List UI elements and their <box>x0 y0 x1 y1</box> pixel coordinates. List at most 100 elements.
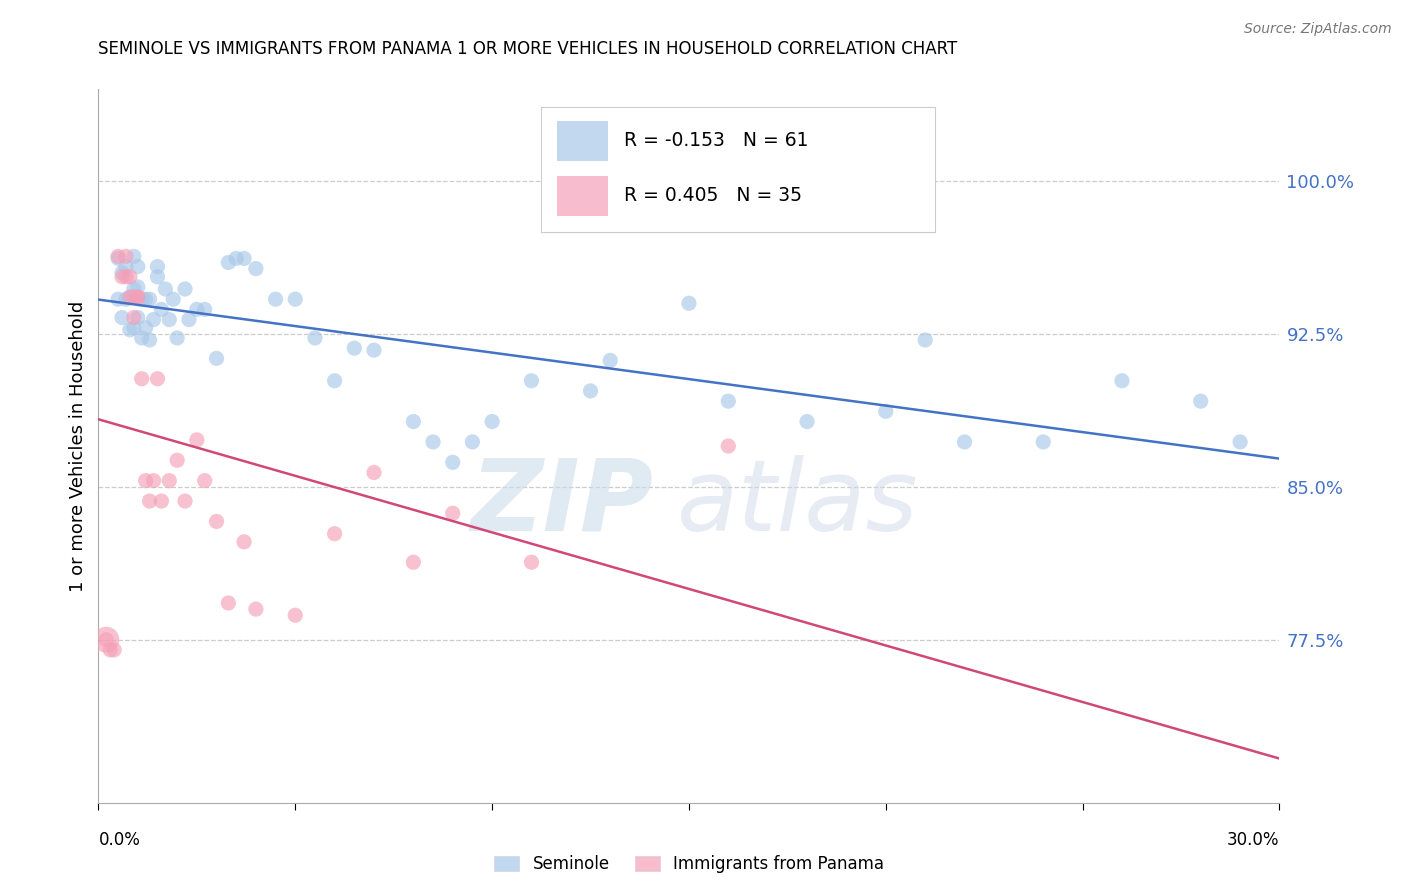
Point <box>194 474 217 488</box>
Point <box>111 310 134 325</box>
Point <box>177 312 200 326</box>
Point <box>146 269 169 284</box>
Point <box>135 474 157 488</box>
Point <box>107 252 129 266</box>
Point <box>343 341 366 355</box>
Point <box>127 260 149 274</box>
Point <box>127 290 149 304</box>
Point <box>422 434 444 449</box>
Point <box>155 282 177 296</box>
Point <box>174 494 197 508</box>
Point <box>363 466 385 480</box>
Point <box>96 632 118 647</box>
Point <box>150 494 173 508</box>
Point <box>122 290 145 304</box>
Point <box>461 434 484 449</box>
Point <box>138 292 160 306</box>
Point <box>1032 434 1054 449</box>
Point <box>233 534 256 549</box>
Point <box>115 260 138 274</box>
Point <box>122 310 145 325</box>
Point <box>98 643 121 657</box>
Point <box>225 252 247 266</box>
Point <box>157 312 180 326</box>
Point <box>111 269 134 284</box>
Point <box>402 555 425 569</box>
Point <box>122 320 145 334</box>
Point <box>131 331 153 345</box>
Point <box>717 439 740 453</box>
Point <box>166 453 188 467</box>
Point <box>111 266 134 280</box>
Point <box>217 596 239 610</box>
Point <box>135 320 157 334</box>
Bar <box>557 176 609 216</box>
Point <box>678 296 700 310</box>
Point <box>1111 374 1133 388</box>
Point <box>103 643 125 657</box>
Point <box>323 526 346 541</box>
Point <box>127 290 149 304</box>
Point <box>127 310 149 325</box>
Point <box>217 255 239 269</box>
Point <box>194 302 217 317</box>
Point <box>135 292 157 306</box>
Point <box>127 280 149 294</box>
Point <box>205 351 228 366</box>
Text: atlas: atlas <box>678 455 918 551</box>
Point <box>186 433 208 447</box>
Point <box>118 323 141 337</box>
Point <box>520 374 543 388</box>
Point <box>441 506 464 520</box>
Point <box>115 269 138 284</box>
Point <box>138 494 160 508</box>
Point <box>162 292 184 306</box>
Point <box>284 292 307 306</box>
Point <box>138 333 160 347</box>
Point <box>118 290 141 304</box>
Point <box>402 415 425 429</box>
Point <box>481 415 503 429</box>
Point <box>118 269 141 284</box>
Point <box>284 608 307 623</box>
Point <box>245 602 267 616</box>
Point <box>205 515 228 529</box>
Point <box>146 260 169 274</box>
Text: R = 0.405   N = 35: R = 0.405 N = 35 <box>624 186 801 205</box>
Point <box>914 333 936 347</box>
Point <box>157 474 180 488</box>
Point <box>599 353 621 368</box>
Point <box>142 312 165 326</box>
Point <box>441 455 464 469</box>
Text: R = -0.153   N = 61: R = -0.153 N = 61 <box>624 131 808 150</box>
Point <box>1229 434 1251 449</box>
Point <box>323 374 346 388</box>
Point <box>166 331 188 345</box>
Point <box>142 474 165 488</box>
Point <box>115 249 138 263</box>
Point <box>122 249 145 263</box>
Point <box>131 292 153 306</box>
Point <box>186 302 208 317</box>
Point <box>107 249 129 263</box>
Text: ZIP: ZIP <box>471 455 654 551</box>
Point <box>233 252 256 266</box>
Legend: Seminole, Immigrants from Panama: Seminole, Immigrants from Panama <box>488 849 890 880</box>
Point <box>245 261 267 276</box>
Point <box>96 632 118 647</box>
Point <box>107 292 129 306</box>
Point <box>363 343 385 358</box>
Point <box>174 282 197 296</box>
Point <box>150 302 173 317</box>
Point <box>122 282 145 296</box>
Point <box>717 394 740 409</box>
Y-axis label: 1 or more Vehicles in Household: 1 or more Vehicles in Household <box>69 301 87 591</box>
Point <box>264 292 287 306</box>
Point <box>875 404 897 418</box>
Text: 30.0%: 30.0% <box>1227 831 1279 849</box>
Point <box>115 292 138 306</box>
Point <box>579 384 602 398</box>
Text: 0.0%: 0.0% <box>98 831 141 849</box>
Point <box>796 415 818 429</box>
Text: SEMINOLE VS IMMIGRANTS FROM PANAMA 1 OR MORE VEHICLES IN HOUSEHOLD CORRELATION C: SEMINOLE VS IMMIGRANTS FROM PANAMA 1 OR … <box>98 40 957 58</box>
